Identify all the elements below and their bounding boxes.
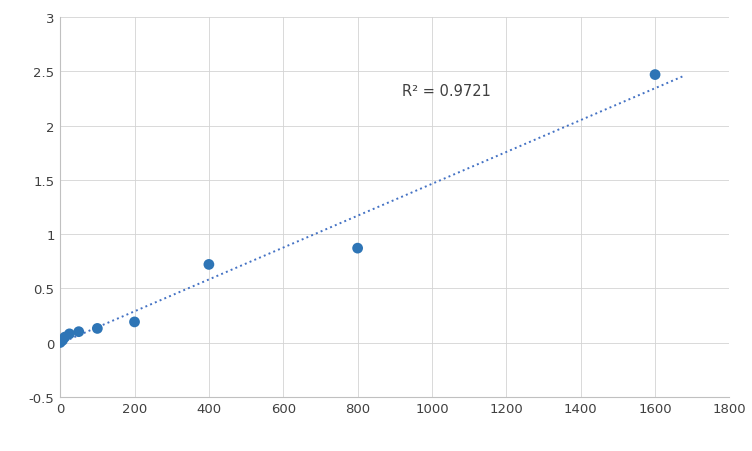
Point bbox=[54, 339, 66, 346]
Text: R² = 0.9721: R² = 0.9721 bbox=[402, 84, 491, 99]
Point bbox=[649, 72, 661, 79]
Point bbox=[56, 337, 68, 344]
Point bbox=[203, 261, 215, 268]
Point bbox=[59, 334, 71, 341]
Point bbox=[352, 245, 364, 252]
Point bbox=[91, 325, 103, 332]
Point bbox=[129, 318, 141, 326]
Point bbox=[73, 328, 85, 336]
Point bbox=[63, 331, 75, 338]
